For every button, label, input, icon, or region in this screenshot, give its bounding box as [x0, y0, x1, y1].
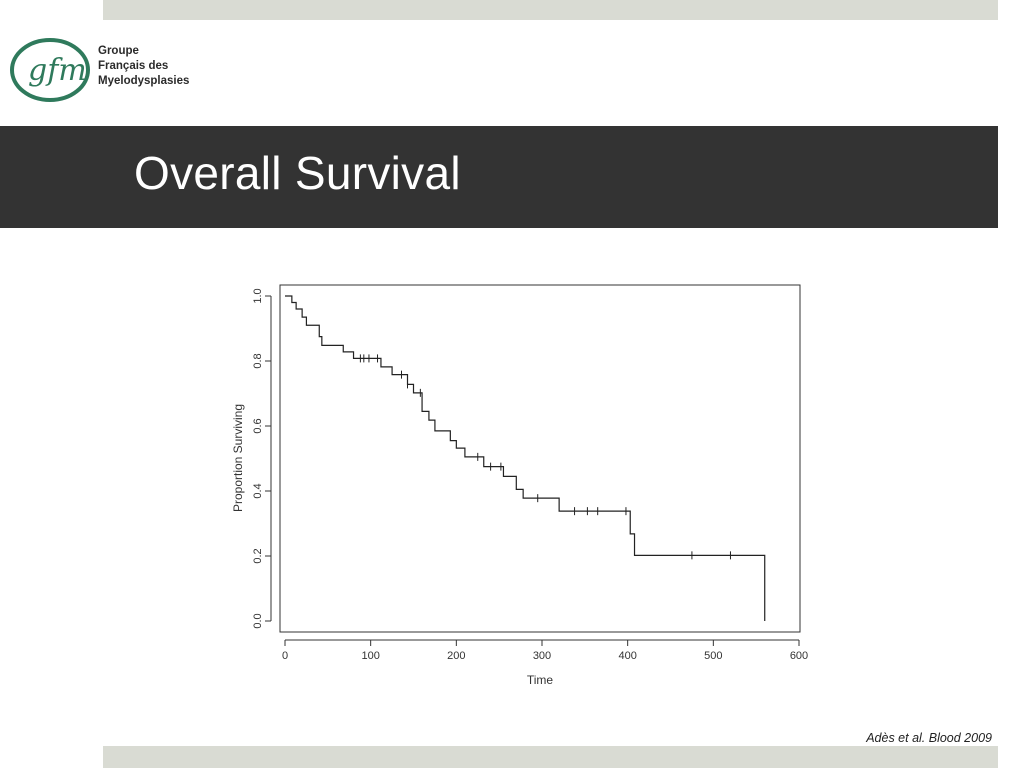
top-decorative-band — [103, 0, 998, 20]
x-tick-label: 500 — [704, 650, 722, 662]
x-tick-label: 400 — [618, 650, 636, 662]
x-axis-label: Time — [527, 673, 554, 687]
logo-wordmark: Groupe Français des Myelodysplasies — [98, 44, 189, 89]
x-axis: 0 100 200 300 400 500 600 — [282, 639, 808, 662]
slide-title: Overall Survival — [134, 147, 461, 199]
x-tick-label: 200 — [447, 650, 465, 662]
survival-chart: 0 100 200 300 400 500 600 0.0 0.2 0.4 0.6 0.8 1.0 T… — [231, 284, 808, 687]
y-axis-label: Proportion Surviving — [231, 404, 245, 512]
y-tick-label: 1.0 — [252, 288, 264, 303]
title-band: Overall Survival — [0, 126, 998, 228]
y-tick-label: 0.8 — [252, 353, 264, 368]
gfm-logo-mark: gfm — [10, 38, 90, 102]
x-tick-label: 300 — [533, 650, 551, 662]
censor-marks — [359, 354, 731, 560]
x-tick-label: 600 — [790, 650, 808, 662]
gfm-logo: gfm Groupe Français des Myelodysplasies — [8, 36, 208, 104]
logo-mark-text: gfm — [28, 53, 87, 88]
x-tick-label: 100 — [361, 650, 379, 662]
logo-line-3: Myelodysplasies — [98, 75, 190, 87]
y-tick-label: 0.4 — [252, 483, 264, 498]
y-tick-label: 0.0 — [252, 613, 264, 628]
x-tick-label: 0 — [282, 650, 288, 662]
plot-frame — [279, 284, 801, 633]
y-tick-label: 0.2 — [252, 548, 264, 563]
citation: Adès et al. Blood 2009 — [866, 731, 992, 745]
bottom-decorative-band — [103, 746, 998, 768]
y-axis: 0.0 0.2 0.4 0.6 0.8 1.0 — [252, 288, 272, 629]
logo-line-2: Français des — [98, 60, 169, 72]
logo-line-1: Groupe — [98, 45, 139, 57]
y-tick-label: 0.6 — [252, 418, 264, 433]
survival-curve — [285, 295, 766, 621]
